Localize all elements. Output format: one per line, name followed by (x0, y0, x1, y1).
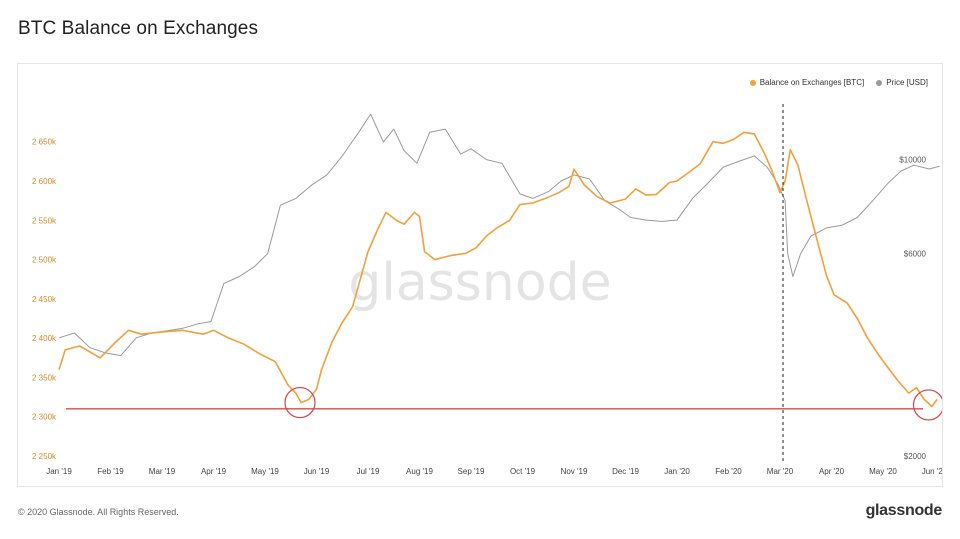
highlight-circle (284, 386, 316, 419)
x-tick-label: Feb '20 (715, 467, 742, 476)
glassnode-logo[interactable]: glassnode (865, 502, 943, 519)
x-tick-label: Feb '19 (97, 467, 124, 476)
legend-dot-balance (749, 79, 756, 86)
x-tick-label: Jan '20 (664, 467, 690, 476)
y-left-tick-label: 2 350k (32, 373, 57, 382)
y-left-tick-label: 2 500k (32, 256, 57, 265)
y-left-tick-label: 2 550k (32, 216, 57, 225)
legend-dot-price (876, 79, 883, 86)
copyright-text: © 2020 Glassnode. All Rights Reserved. (18, 507, 179, 517)
x-tick-label: Oct '19 (510, 467, 536, 476)
x-tick-label: Apr '20 (819, 467, 845, 476)
watermark-text: glassnode (348, 253, 611, 313)
x-tick-label: Jan '19 (46, 467, 72, 476)
legend-item-balance[interactable]: Balance on Exchanges [BTC] (749, 78, 865, 87)
x-tick-label: Apr '19 (201, 467, 227, 476)
y-left-tick-label: 2 600k (32, 177, 57, 186)
highlight-circle (912, 389, 942, 421)
series-line-price (58, 113, 940, 357)
y-right-tick-label: $10000 (899, 156, 926, 165)
y-right-tick-label: $2000 (904, 452, 927, 461)
page-title: BTC Balance on Exchanges (18, 18, 259, 39)
y-right-tick-label: $6000 (904, 250, 927, 259)
y-left-tick-label: 2 250k (32, 452, 57, 461)
x-tick-label: Mar '20 (767, 467, 794, 476)
x-tick-label: Aug '19 (406, 467, 433, 476)
x-tick-label: May '20 (869, 467, 897, 476)
x-tick-label: May '19 (251, 467, 279, 476)
chart-legend: Balance on Exchanges [BTC] Price [USD] (749, 78, 928, 87)
legend-label-price: Price [USD] (886, 78, 928, 87)
y-left-tick-label: 2 300k (32, 413, 57, 422)
y-left-tick-label: 2 400k (32, 334, 57, 343)
chart-svg: glassnode 2 250k 2 300k 2 350k 2 400k 2 450k 2… (32, 104, 942, 476)
y-left-tick-label: 2 650k (32, 138, 57, 147)
x-tick-label: Mar '19 (149, 467, 176, 476)
legend-item-price[interactable]: Price [USD] (876, 78, 928, 87)
legend-label-balance: Balance on Exchanges [BTC] (759, 78, 865, 87)
series-line-balance (58, 131, 938, 408)
chart-card: glassnode 2 250k 2 300k 2 350k 2 400k 2 450k 2… (17, 63, 943, 487)
y-left-tick-label: 2 450k (32, 295, 57, 304)
x-tick-label: Jul '19 (357, 467, 380, 476)
x-tick-label: Jun '20 (922, 467, 942, 476)
x-tick-label: Dec '19 (612, 467, 639, 476)
x-tick-label: Jun '19 (304, 467, 330, 476)
x-tick-label: Sep '19 (458, 467, 485, 476)
x-tick-label: Nov '19 (561, 467, 588, 476)
